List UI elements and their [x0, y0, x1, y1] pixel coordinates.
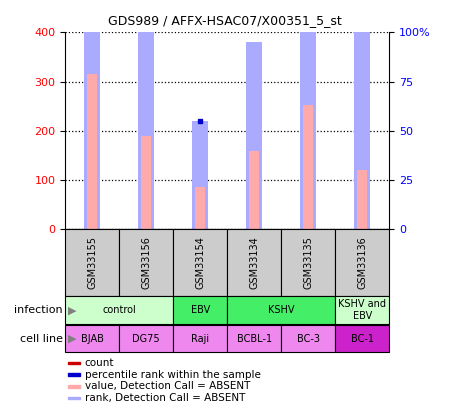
Text: GSM33156: GSM33156 [141, 236, 151, 289]
Text: BC-3: BC-3 [297, 334, 320, 343]
Bar [227, 325, 281, 352]
Bar [227, 296, 335, 324]
Bar [119, 229, 173, 296]
Text: BCBL-1: BCBL-1 [237, 334, 272, 343]
Bar [303, 104, 313, 229]
Bar [173, 296, 227, 324]
Text: DG75: DG75 [132, 334, 160, 343]
Text: GSM33154: GSM33154 [195, 236, 205, 289]
Text: ▶: ▶ [68, 334, 76, 343]
Text: percentile rank within the sample: percentile rank within the sample [85, 370, 261, 380]
Bar [227, 229, 281, 296]
Bar [303, 104, 313, 229]
Text: GSM33134: GSM33134 [249, 236, 259, 289]
Text: BJAB: BJAB [81, 334, 104, 343]
Bar [357, 170, 367, 229]
Bar [87, 74, 97, 229]
Bar [249, 151, 259, 229]
Bar [357, 170, 367, 229]
Text: KSHV and
EBV: KSHV and EBV [338, 299, 386, 321]
Text: EBV: EBV [191, 305, 210, 315]
Text: GSM33136: GSM33136 [357, 236, 367, 289]
Bar [195, 187, 205, 229]
Bar [173, 325, 227, 352]
Bar [281, 229, 335, 296]
Bar [281, 325, 335, 352]
Bar [65, 229, 119, 296]
Text: GDS989 / AFFX-HSAC07/X00351_5_st: GDS989 / AFFX-HSAC07/X00351_5_st [108, 14, 342, 27]
Text: ▶: ▶ [68, 305, 76, 315]
Bar [355, 32, 370, 229]
Bar [65, 296, 173, 324]
Text: rank, Detection Call = ABSENT: rank, Detection Call = ABSENT [85, 393, 245, 403]
Bar [195, 187, 205, 229]
Text: value, Detection Call = ABSENT: value, Detection Call = ABSENT [85, 382, 250, 392]
Text: Raji: Raji [191, 334, 209, 343]
Bar [141, 136, 151, 229]
Text: cell line: cell line [20, 334, 63, 343]
Bar [68, 385, 80, 388]
Bar [249, 151, 259, 229]
Bar [68, 373, 80, 376]
Bar [247, 42, 262, 229]
Bar [335, 229, 389, 296]
Bar [335, 296, 389, 324]
Bar [85, 13, 100, 229]
Bar [87, 74, 97, 229]
Bar [301, 0, 316, 229]
Bar [68, 397, 80, 399]
Bar [65, 325, 119, 352]
Bar [173, 229, 227, 296]
Bar [141, 136, 151, 229]
Text: KSHV: KSHV [268, 305, 294, 315]
Text: infection: infection [14, 305, 63, 315]
Text: GSM33155: GSM33155 [87, 236, 97, 289]
Bar [119, 325, 173, 352]
Bar [68, 362, 80, 364]
Bar [335, 325, 389, 352]
Text: GSM33135: GSM33135 [303, 236, 313, 289]
Bar [193, 121, 208, 229]
Text: count: count [85, 358, 114, 368]
Text: BC-1: BC-1 [351, 334, 374, 343]
Text: control: control [103, 305, 136, 315]
Bar [139, 19, 154, 229]
